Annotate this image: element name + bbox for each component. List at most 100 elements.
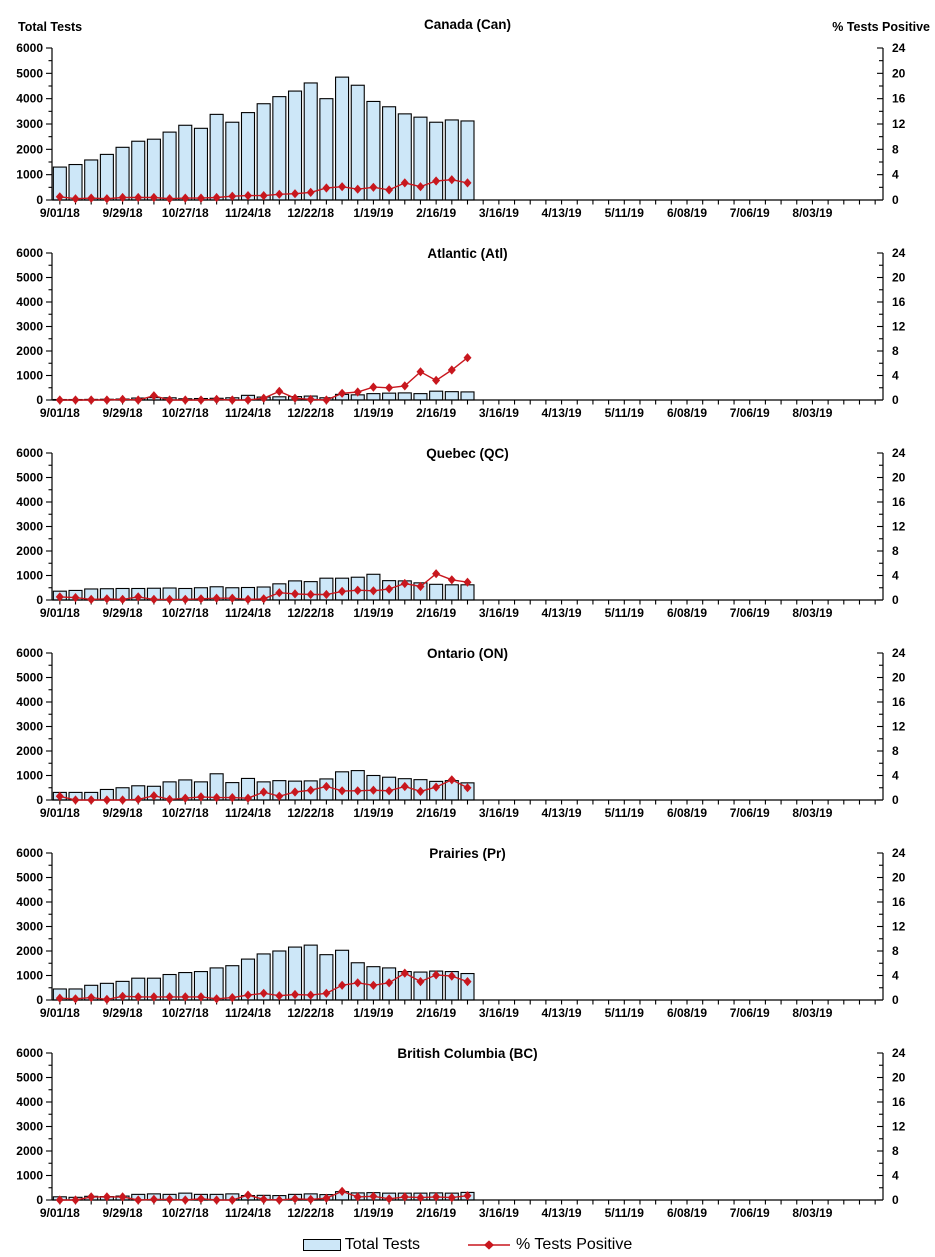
x-axis-tick-label: 4/13/19 (542, 606, 582, 620)
x-axis-tick-label: 1/19/19 (353, 206, 393, 220)
left-axis-tick-label: 0 (36, 1193, 43, 1207)
pct-positive-point (244, 793, 252, 803)
pct-positive-point (118, 192, 127, 203)
pct-positive-point (275, 791, 284, 801)
pct-positive-point (275, 991, 284, 1001)
pct-positive-point (338, 388, 347, 398)
pct-positive-point (71, 194, 80, 204)
legend-label-pct-positive: % Tests Positive (516, 1235, 633, 1253)
total-tests-bar (335, 771, 350, 801)
x-axis-tick-label: 8/03/19 (792, 806, 832, 820)
left-axis-tick-label: 2000 (16, 142, 43, 156)
right-axis-tick-label: 4 (892, 969, 899, 983)
left-axis-tick-label: 1000 (16, 569, 43, 583)
pct-positive-point (228, 395, 237, 405)
right-axis-tick-label: 24 (892, 846, 906, 860)
x-axis-tick-label: 10/27/18 (162, 1006, 209, 1020)
pct-positive-line-diamond-icon (468, 1239, 511, 1250)
pct-positive-point (322, 1193, 331, 1203)
x-axis-tick-label: 6/08/19 (667, 406, 707, 420)
total-tests-bar (444, 584, 459, 601)
pct-positive-point (385, 1194, 394, 1204)
total-tests-bar (429, 390, 444, 401)
left-axis-tick-label: 5000 (16, 66, 43, 80)
chart-atlantic: Atlantic (Atl) 0 1000 2000 3000 4000 5000 6000… (0, 232, 935, 432)
pct-positive-point (259, 988, 268, 998)
x-axis-tick-label: 9/29/18 (103, 206, 143, 220)
pct-positive-point (244, 395, 252, 405)
right-axis-tick-label: 24 (892, 446, 906, 460)
pct-positive-point (197, 1194, 205, 1204)
x-axis-tick-label: 6/08/19 (667, 806, 707, 820)
pct-positive-point (369, 586, 378, 596)
x-axis-tick-label: 5/11/19 (605, 206, 645, 220)
left-axis-tick-label: 2000 (16, 944, 43, 958)
x-axis-tick-label: 9/01/18 (40, 606, 80, 620)
total-tests-bar (287, 90, 303, 201)
x-axis-tick-label: 12/22/18 (287, 1006, 334, 1020)
left-axis-tick-label: 4000 (16, 92, 43, 106)
right-axis-tick-label: 24 (892, 646, 906, 660)
right-axis-tick-label: 0 (892, 993, 899, 1007)
left-axis-tick-label: 1000 (16, 168, 43, 182)
total-tests-bar (146, 138, 161, 201)
right-axis-tick-label: 16 (892, 92, 906, 106)
right-axis-tick-label: 12 (892, 1120, 906, 1134)
total-tests-bar (162, 131, 177, 201)
total-tests-bar (240, 112, 256, 201)
pct-positive-point (447, 775, 456, 785)
x-axis-tick-label: 9/29/18 (103, 1006, 143, 1020)
total-tests-bar (444, 391, 459, 401)
left-axis-tick-label: 0 (36, 193, 43, 207)
right-axis-tick-label: 8 (892, 944, 899, 958)
left-axis-tick-label: 6000 (16, 1046, 43, 1060)
left-axis-tick-label: 4000 (16, 495, 43, 509)
x-axis-tick-label: 9/01/18 (40, 1006, 80, 1020)
right-axis-tick-label: 20 (892, 1071, 906, 1085)
total-tests-bar (193, 127, 208, 201)
pct-positive-point (244, 191, 252, 201)
pct-positive-point (55, 791, 64, 801)
left-axis-tick-label: 2000 (16, 1144, 43, 1158)
ontario-plot: 0 1000 2000 3000 4000 5000 6000 0 4 8 12 16 20 24 9/01… (16, 646, 906, 820)
british-columbia-plot: 0 1000 2000 3000 4000 5000 6000 0 4 8 12 16 20 24 9/01… (16, 1046, 906, 1220)
right-axis-tick-label: 12 (892, 320, 906, 334)
pct-positive-point (291, 393, 299, 403)
chart-ontario: Ontario (ON) 0 1000 2000 3000 4000 5000 6000 0 4… (0, 632, 935, 832)
pct-positive-point (291, 189, 299, 199)
pct-positive-point (259, 191, 268, 201)
pct-positive-point (149, 791, 158, 801)
left-axis-tick-label: 6000 (16, 446, 43, 460)
total-tests-bar (178, 124, 193, 201)
pct-positive-point (385, 383, 394, 393)
pct-positive-point (275, 588, 284, 598)
total-tests-bar (460, 584, 475, 601)
atlantic-plot: 0 1000 2000 3000 4000 5000 6000 0 4 8 12 16 20 24 9/01… (16, 246, 906, 420)
left-axis-tick-label: 5000 (16, 871, 43, 885)
x-axis-tick-label: 8/03/19 (792, 1006, 832, 1020)
left-axis-tick-label: 6000 (16, 41, 43, 55)
right-axis-tick-label: 0 (892, 793, 899, 807)
left-axis-tick-label: 3000 (16, 720, 43, 734)
pct-positive-point (259, 787, 268, 797)
left-axis-tick-label: 4000 (16, 295, 43, 309)
x-axis-tick-label: 10/27/18 (162, 406, 209, 420)
x-axis-tick-label: 7/06/19 (730, 1206, 770, 1220)
pct-positive-point (71, 994, 80, 1004)
x-axis-tick-label: 5/11/19 (605, 606, 645, 620)
pct-positive-point (416, 367, 425, 377)
pct-positive-point (134, 192, 143, 203)
total-tests-bar (335, 76, 350, 201)
right-axis-tick-label: 0 (892, 593, 899, 607)
pct-positive-point (212, 593, 221, 603)
pct-positive-point (322, 781, 331, 792)
right-axis-tick-label: 4 (892, 569, 899, 583)
pct-positive-point (197, 193, 205, 203)
left-axis-tick-label: 0 (36, 393, 43, 407)
pct-positive-point (149, 192, 158, 203)
pct-positive-point (416, 1193, 425, 1203)
pct-positive-point (87, 1192, 96, 1202)
total-tests-bar (429, 121, 444, 201)
pct-positive-point (197, 395, 205, 405)
x-axis-tick-label: 5/11/19 (605, 406, 645, 420)
